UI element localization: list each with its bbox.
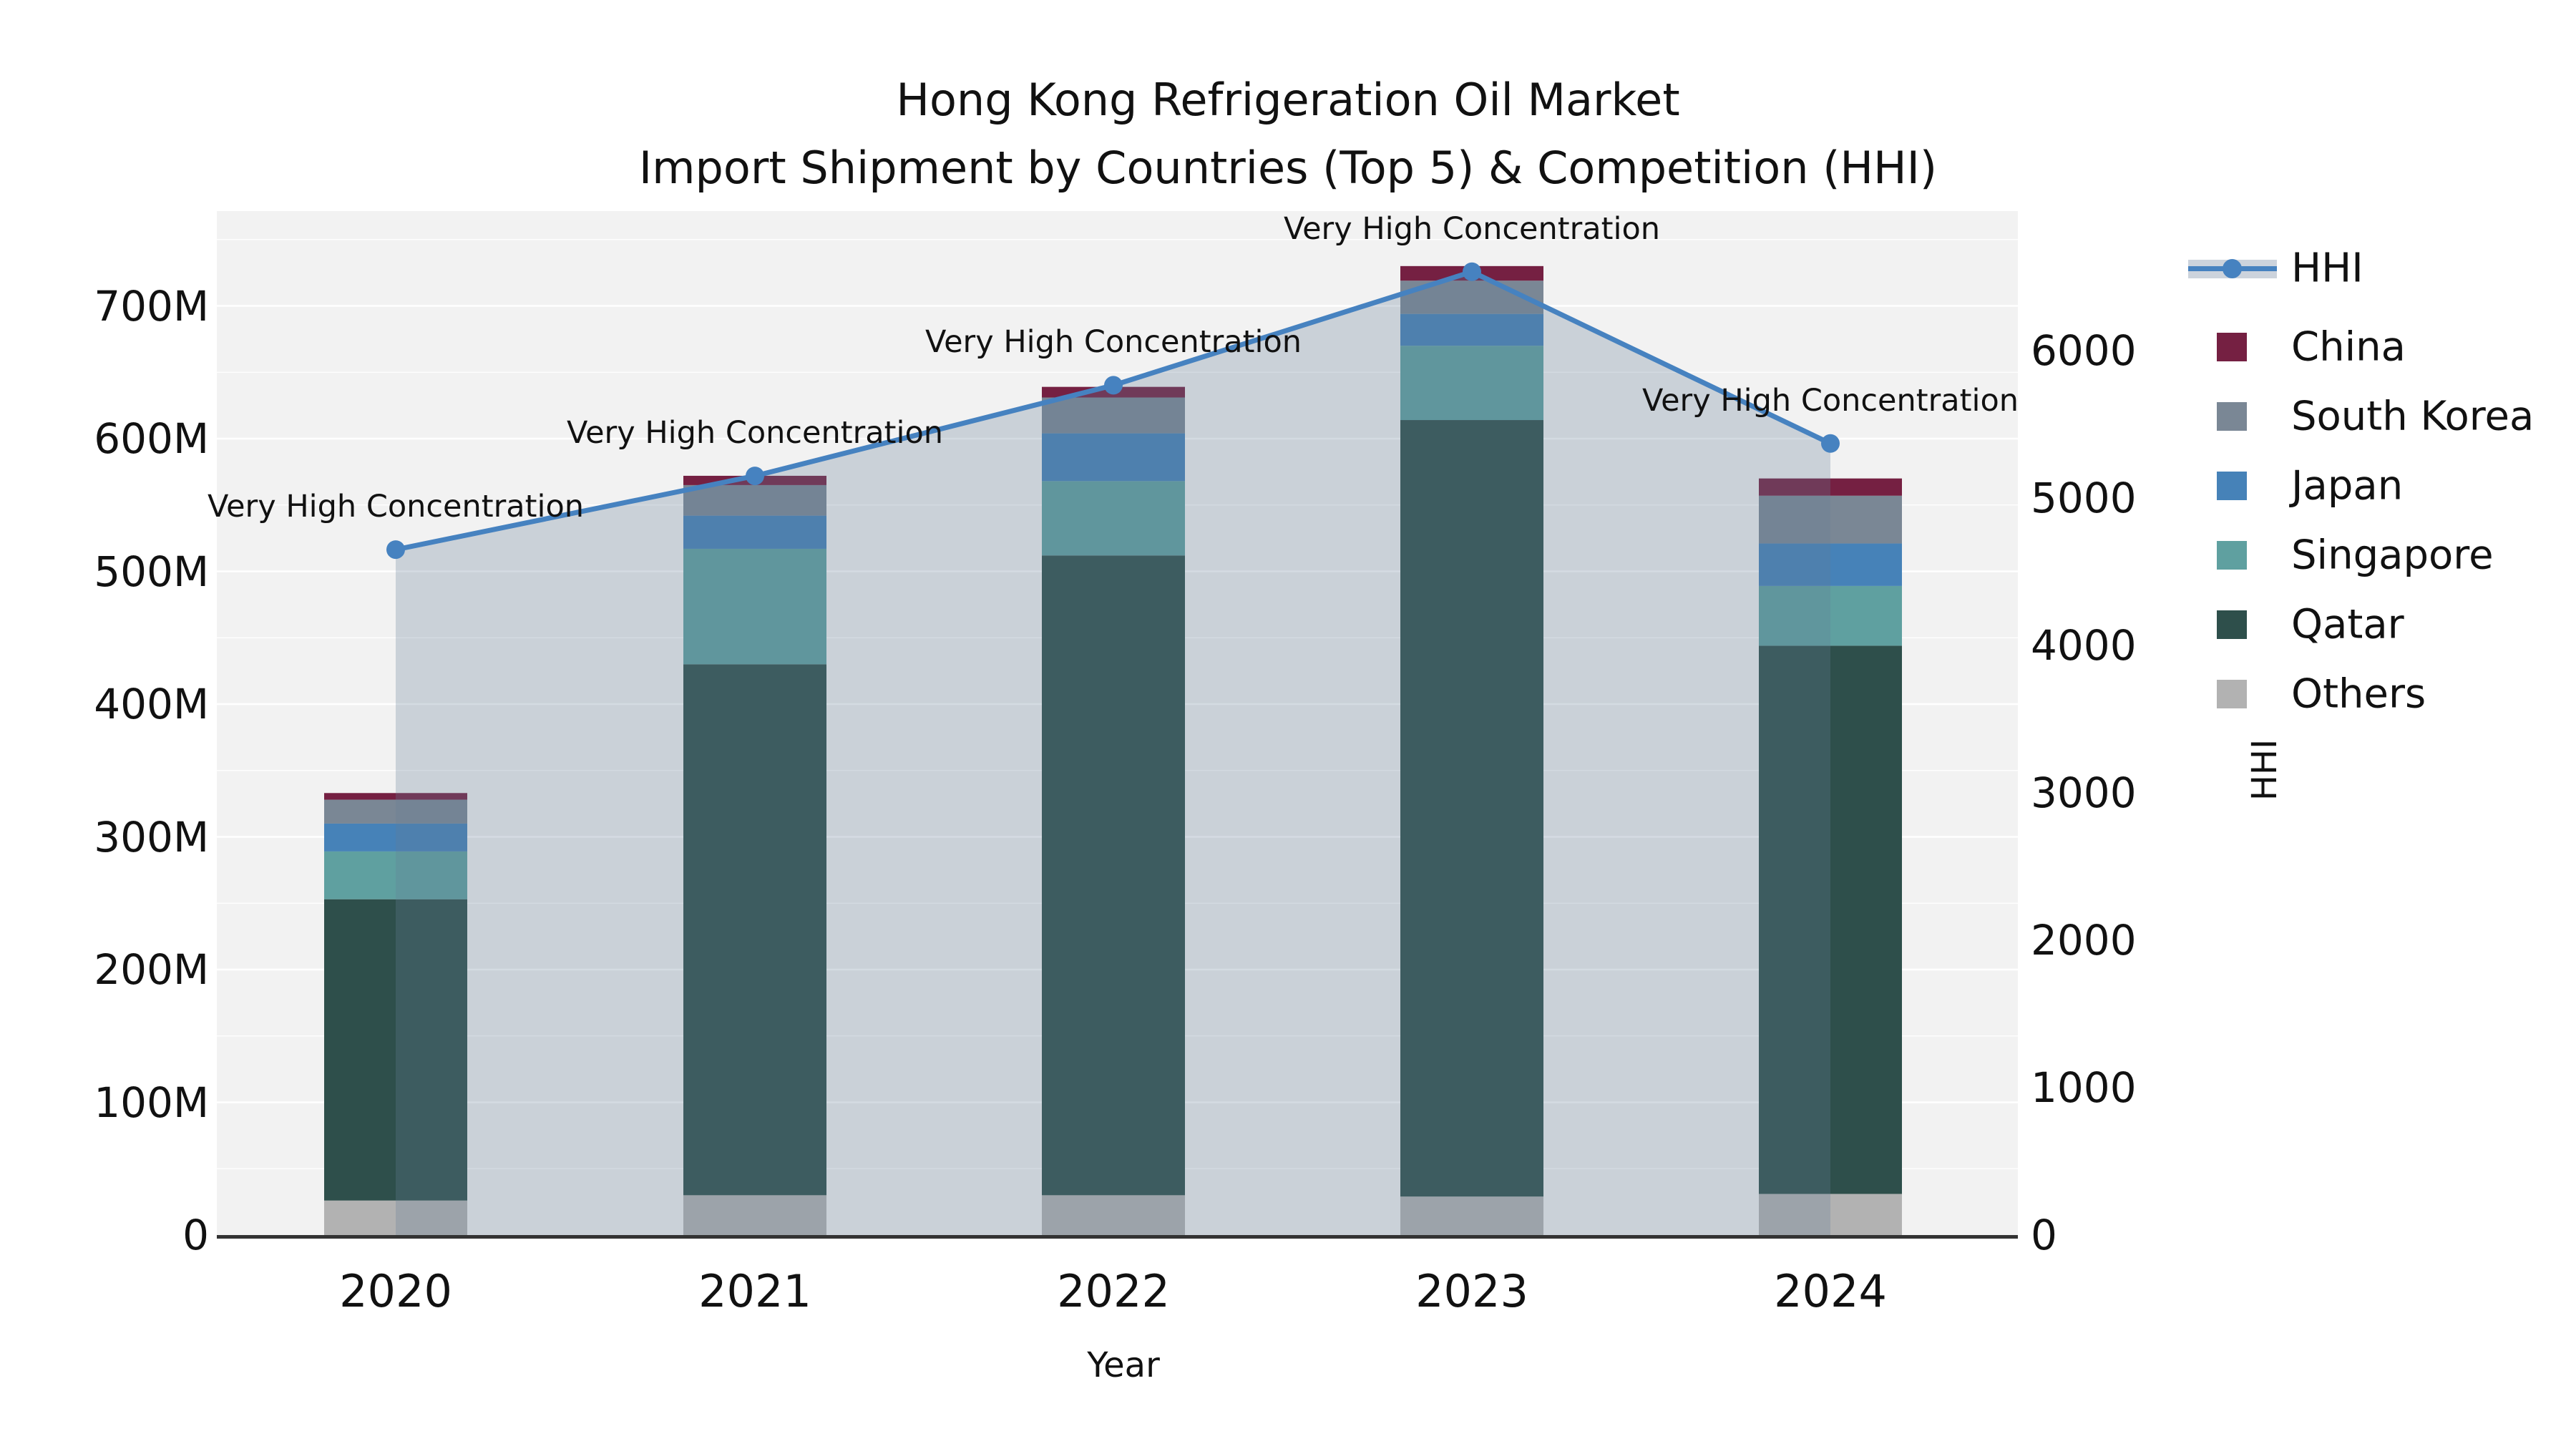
y-left-tick-label: 100M — [94, 1078, 209, 1127]
hhi-marker-2023 — [1463, 262, 1481, 281]
bar-segment-qatar-2021 — [683, 664, 826, 1196]
hhi-marker-2024 — [1821, 434, 1840, 453]
bar-segment-japan-2022 — [1042, 433, 1185, 482]
bar-segment-others-2024 — [1759, 1194, 1902, 1235]
hhi-annotation-2023: Very High Concentration — [1283, 210, 1661, 247]
bar-segment-china-2020 — [324, 793, 467, 800]
bar-segment-qatar-2020 — [324, 899, 467, 1201]
legend-label: China — [2291, 323, 2406, 371]
x-tick-label: 2022 — [1057, 1265, 1170, 1317]
bar-segment-south-korea-2022 — [1042, 397, 1185, 434]
y-left-tick-label: 300M — [94, 812, 209, 862]
x-tick-label: 2020 — [339, 1265, 452, 1317]
x-tick-label: 2023 — [1415, 1265, 1528, 1317]
hhi-marker-2021 — [746, 467, 764, 486]
y-right-tick-label: 4000 — [2031, 621, 2137, 670]
y-left-tick-label: 400M — [94, 680, 209, 728]
chart-title: Hong Kong Refrigeration Oil Market Impor… — [0, 66, 2576, 202]
bar-segment-south-korea-2021 — [683, 484, 826, 516]
bar-segment-japan-2024 — [1759, 543, 1902, 586]
x-axis-spine — [217, 1235, 2018, 1239]
y-left-tick-label: 500M — [94, 547, 209, 596]
bar-segment-qatar-2024 — [1759, 645, 1902, 1194]
legend-label: Japan — [2291, 462, 2404, 509]
legend-label: Qatar — [2291, 601, 2404, 648]
chart-title-line2: Import Shipment by Countries (Top 5) & C… — [638, 142, 1938, 194]
bar-segment-others-2020 — [324, 1200, 467, 1235]
bar-segment-singapore-2021 — [683, 548, 826, 665]
legend-swatch-icon — [2217, 472, 2247, 500]
legend-swatch-icon — [2217, 541, 2247, 570]
y-left-tick-label: 600M — [94, 414, 209, 463]
x-tick-label: 2024 — [1774, 1265, 1887, 1317]
y-left-tick-label: 700M — [94, 281, 209, 331]
bar-segment-others-2021 — [683, 1195, 826, 1235]
y-right-tick-label: 0 — [2031, 1211, 2057, 1259]
bar-segment-qatar-2022 — [1042, 555, 1185, 1196]
y-right-tick-label: 2000 — [2031, 916, 2137, 965]
bar-segment-others-2022 — [1042, 1195, 1185, 1235]
chart-title-line1: Hong Kong Refrigeration Oil Market — [896, 74, 1680, 126]
bar-segment-singapore-2022 — [1042, 481, 1185, 556]
bar-segment-singapore-2023 — [1400, 346, 1543, 421]
bar-segment-japan-2020 — [324, 823, 467, 852]
hhi-annotation-2022: Very High Concentration — [924, 324, 1302, 361]
hhi-marker-2020 — [386, 540, 405, 560]
legend-swatch-icon — [2217, 333, 2247, 361]
x-axis-title: Year — [1087, 1345, 1160, 1385]
bar-segment-qatar-2023 — [1400, 420, 1543, 1197]
bar-segment-singapore-2020 — [324, 851, 467, 899]
y-right-tick-label: 5000 — [2031, 474, 2137, 522]
y-right-tick-label: 3000 — [2031, 769, 2137, 817]
legend-swatch-icon — [2217, 680, 2247, 708]
legend-label: Singapore — [2291, 532, 2494, 579]
legend-label: South Korea — [2291, 393, 2534, 440]
legend-hhi-line-icon — [2188, 254, 2277, 283]
legend-label: Others — [2291, 670, 2426, 718]
y-left-tick-label: 0 — [182, 1211, 209, 1259]
y-axis-title-right: HHI — [2245, 738, 2285, 801]
bar-segment-china-2024 — [1759, 478, 1902, 496]
bar-segment-south-korea-2020 — [324, 799, 467, 824]
y-right-tick-label: 6000 — [2031, 326, 2137, 375]
hhi-annotation-2024: Very High Concentration — [1641, 382, 2019, 419]
bar-segment-south-korea-2024 — [1759, 495, 1902, 544]
bar-segment-japan-2021 — [683, 515, 826, 549]
y-right-tick-label: 1000 — [2031, 1063, 2137, 1112]
legend-swatch-icon — [2217, 402, 2247, 431]
legend-swatch-icon — [2217, 610, 2247, 639]
x-tick-label: 2021 — [698, 1265, 811, 1317]
hhi-annotation-2020: Very High Concentration — [207, 489, 585, 525]
hhi-annotation-2021: Very High Concentration — [566, 415, 944, 452]
y-left-tick-label: 200M — [94, 945, 209, 994]
bar-segment-others-2023 — [1400, 1196, 1543, 1235]
hhi-marker-2022 — [1104, 376, 1123, 395]
bar-segment-singapore-2024 — [1759, 585, 1902, 646]
bar-segment-japan-2023 — [1400, 313, 1543, 346]
legend-label: HHI — [2291, 245, 2363, 292]
hhi-area-fill — [396, 271, 1830, 1235]
